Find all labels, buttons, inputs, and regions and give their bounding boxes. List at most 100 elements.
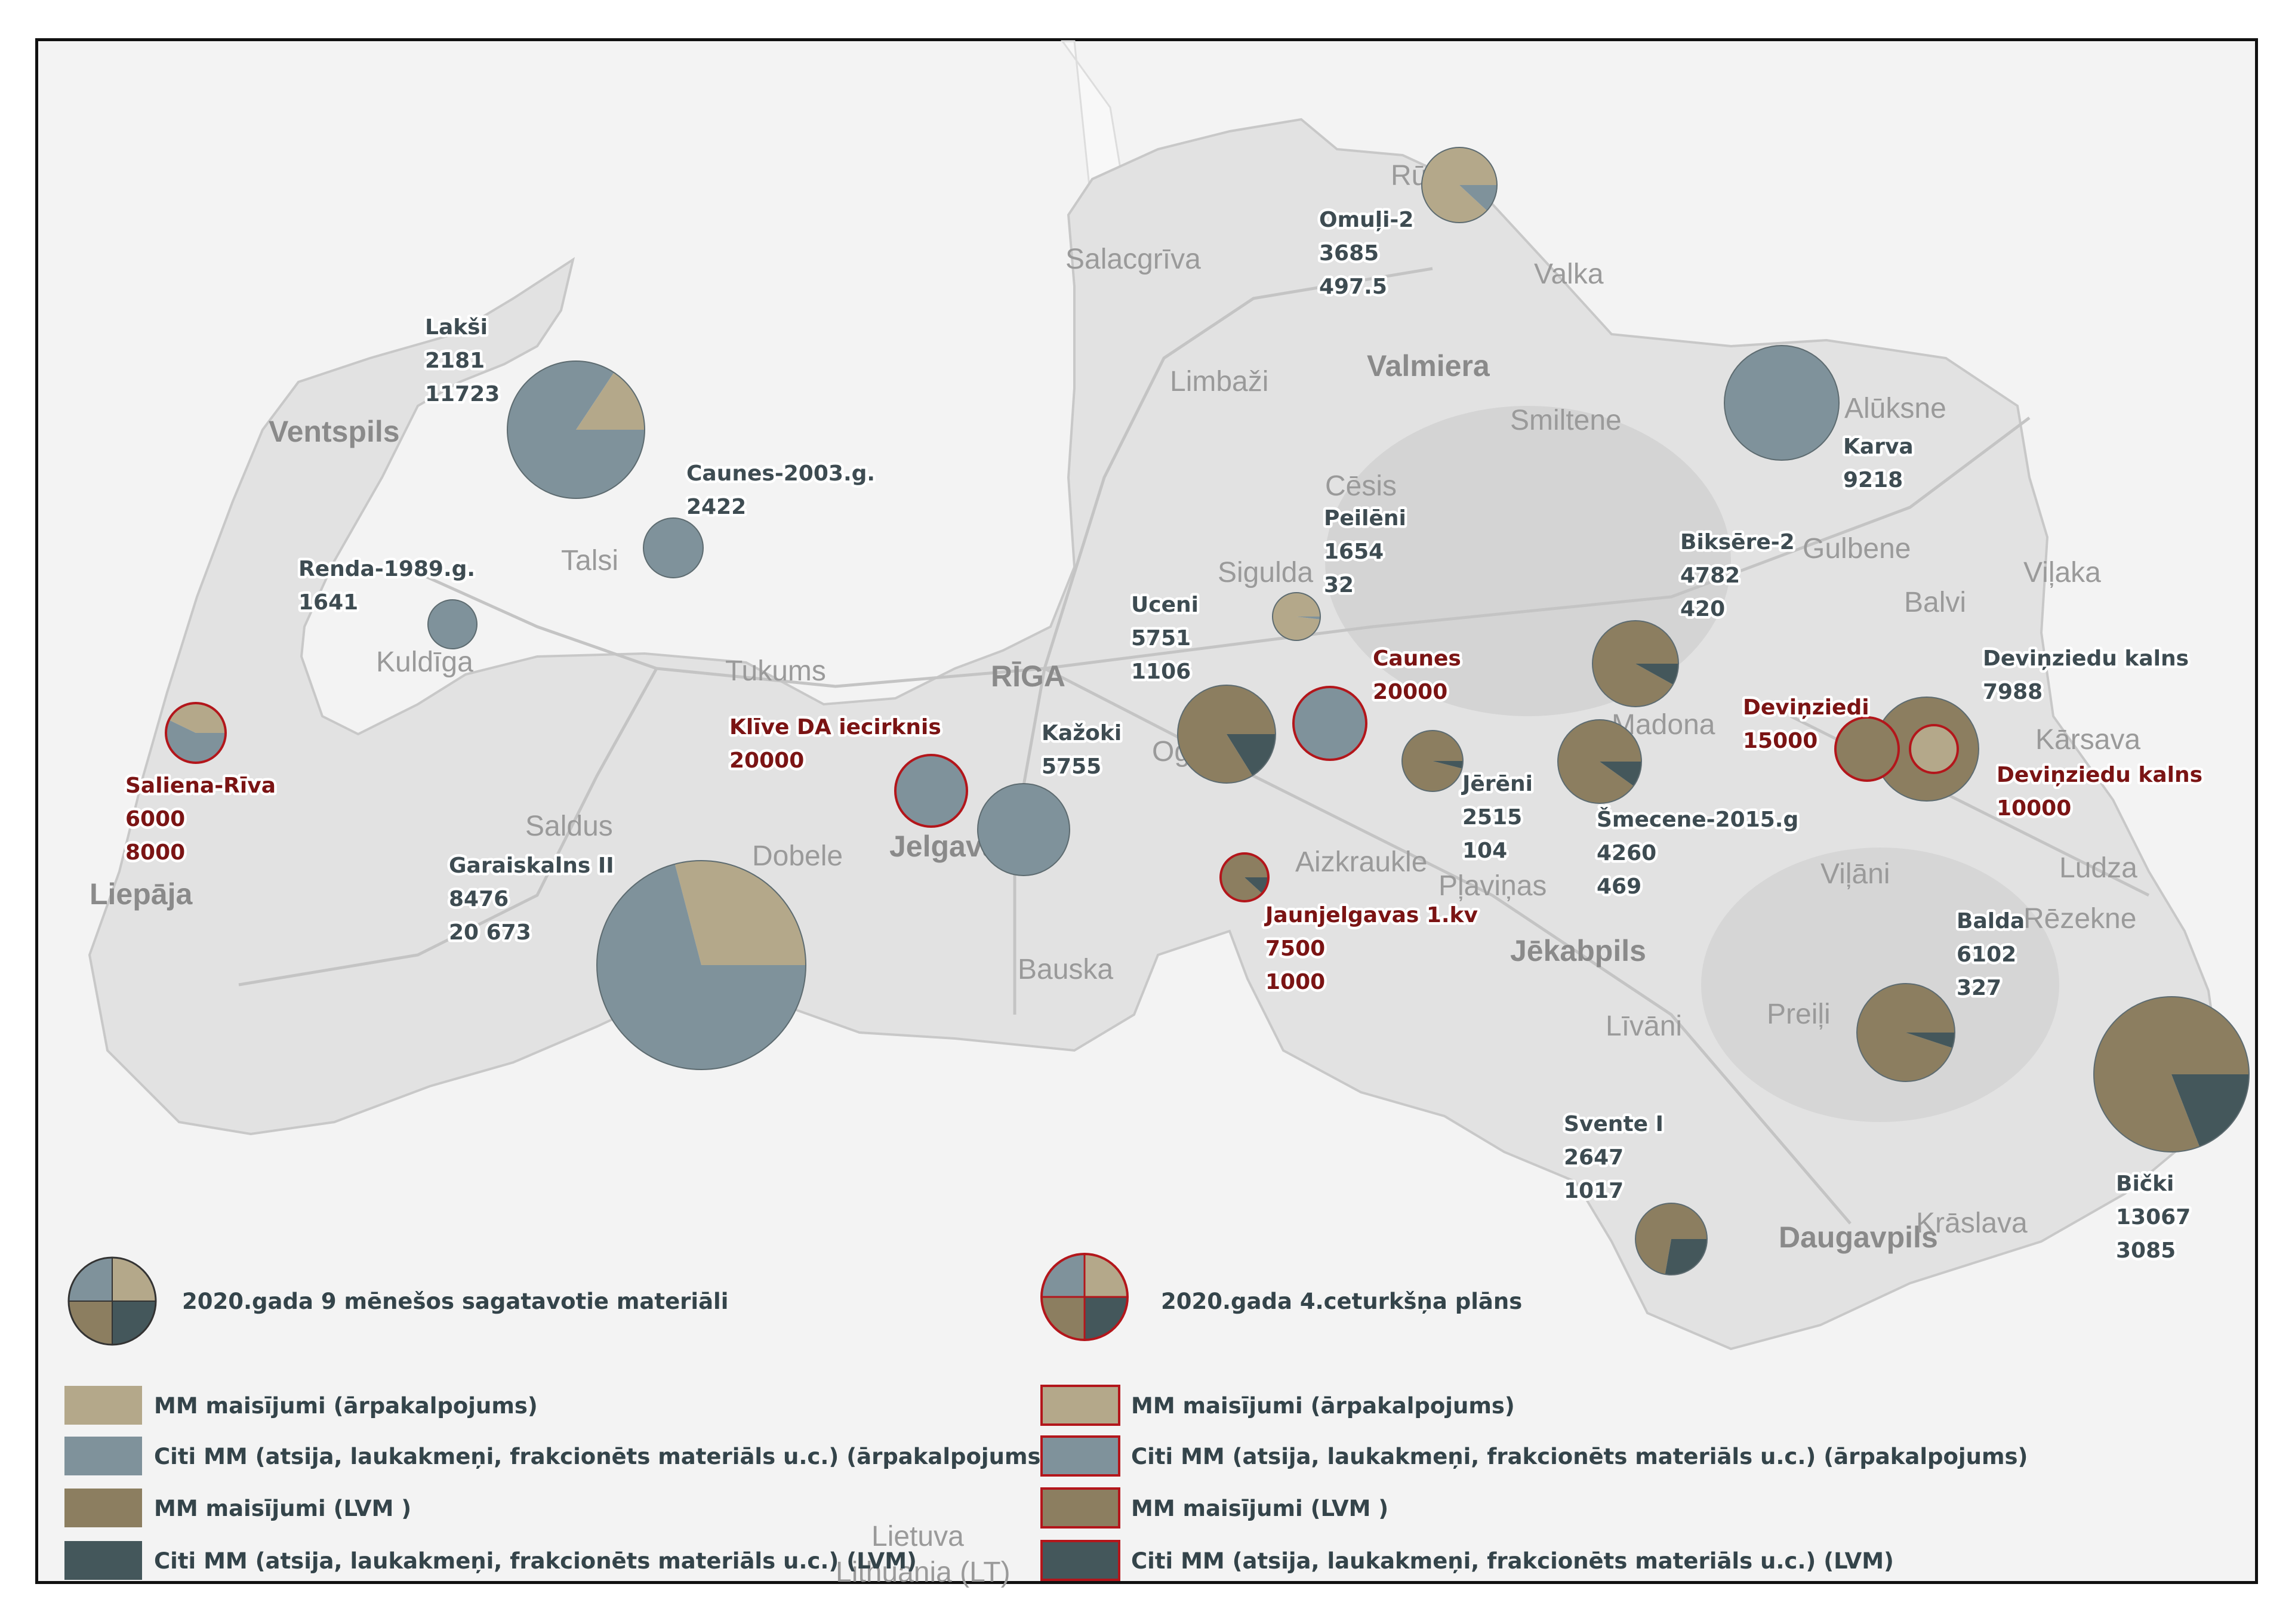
legend-plan-swatch-other-outsourced [1040, 1435, 1120, 1477]
city-label-bauska: Bauska [1018, 954, 1113, 985]
site-value: 2647 [1564, 1145, 1624, 1170]
pie-caunes-2003-g-2[interactable] [643, 517, 704, 578]
legend-plan-swatch-other-lvm [1040, 1540, 1120, 1581]
pie-jaunjelgavas-1-kv-11[interactable] [1219, 852, 1270, 902]
site-name: Jērēni [1461, 772, 1533, 796]
pie-outline [1856, 983, 1955, 1082]
pie-caunes-10[interactable] [1292, 686, 1367, 761]
city-label-riga: RĪGA [991, 660, 1065, 693]
pie-slice-other-outsourced [166, 720, 226, 763]
pie-biksere-2-13[interactable] [1592, 620, 1679, 707]
site-label-saliena-riva-4: Saliena-Rīva 6000 8000 [125, 774, 276, 865]
site-name: Šmecene-2015.g [1597, 807, 1798, 832]
pie-slice-other-outsourced [507, 361, 645, 498]
site-label-garaiskalns-ii-5: Garaiskalns II 8476 20 673 [449, 853, 614, 945]
pie-outline [427, 599, 478, 649]
pie-uceni-8[interactable] [1177, 685, 1276, 784]
pie-renda-1989-g-3[interactable] [427, 599, 478, 649]
site-name: Svente I [1564, 1112, 1664, 1136]
city-label-ludza: Ludza [2059, 852, 2137, 884]
site-label-balda-19: Balda 6102 327 [1957, 909, 2025, 1000]
site-value: 1641 [298, 590, 358, 615]
pie-slice-mm-lvm [1402, 731, 1463, 792]
pie-omuli-2-0[interactable] [1421, 147, 1498, 223]
pie-slice-mm-lvm [1558, 720, 1641, 804]
site-labels: Omuļi-2 3685 497.5 Lakši 2181 11723 Caunes-200… [123, 205, 2205, 1266]
pie-outline [2093, 996, 2250, 1152]
legend-actual-pie [67, 1256, 157, 1346]
site-value: 5755 [1042, 754, 1101, 779]
site-label-kazoki-7: Kažoki 5755 [1042, 721, 1122, 779]
city-label-valka: Valka [1534, 258, 1604, 290]
pie-slice-mm-outsourced [674, 861, 806, 965]
pie-svente-i-21[interactable] [1635, 1203, 1708, 1275]
site-name: Biksēre-2 [1680, 530, 1795, 554]
pie-balda-19[interactable] [1856, 983, 1955, 1082]
pie-outline [1909, 724, 1959, 774]
pie-outline [507, 360, 645, 499]
pie-slice-mm-outsourced [1273, 592, 1320, 640]
site-value: 104 [1462, 839, 1507, 863]
pie-jereni-12[interactable] [1401, 730, 1464, 792]
pie-saliena-riva-4[interactable] [165, 702, 227, 764]
legend: 2020.gada 9 mēnešos sagatavotie materiāl… [64, 1253, 2028, 1581]
pie-slice-other-outsourced [1459, 185, 1497, 211]
legend-plan-item-label: Citi MM (atsija, laukakmeņi, frakcionēts… [1131, 1444, 2028, 1469]
city-label-tukums: Tukums [725, 655, 826, 687]
pie-slice-mm-lvm [1856, 984, 1955, 1082]
pie-slice-other-outsourced [978, 784, 1070, 876]
site-name: Jaunjelgavas 1.kv [1264, 903, 1478, 927]
pie-slice-mm-outsourced [1421, 147, 1497, 223]
site-value: 2181 [425, 349, 485, 373]
site-value: 8476 [449, 887, 509, 911]
pie-klive-da-iecirknis-6[interactable] [894, 754, 968, 828]
pie-slice-other-outsourced [895, 755, 967, 827]
pie-smecene-2015-g-14[interactable] [1557, 719, 1642, 804]
site-value: 20000 [1373, 680, 1447, 704]
site-label-svente-i-21: Svente I 2647 1017 [1564, 1112, 1664, 1203]
pie-garaiskalns-ii-5[interactable] [596, 860, 806, 1070]
pie-outline [1421, 147, 1498, 223]
pie-outline [165, 702, 227, 764]
city-label-gulbene: Gulbene [1803, 533, 1911, 565]
site-label-devinziedu-kalns-16: Deviņziedu kalns 7988 [1983, 646, 2189, 704]
site-value: 497.5 [1319, 275, 1387, 299]
pie-kazoki-7[interactable] [977, 783, 1070, 876]
pie-karva-15[interactable] [1724, 345, 1840, 461]
site-value: 1000 [1265, 970, 1325, 994]
pie-slice-other-outsourced [1293, 687, 1366, 760]
pie-devinziedu-kalns-18[interactable] [1909, 724, 1959, 774]
city-label-daugavpils: Daugavpils [1779, 1221, 1938, 1254]
pie-peileni-9[interactable] [1272, 592, 1321, 641]
city-label-dobele: Dobele [752, 840, 843, 872]
pie-slice-other-lvm [1906, 1033, 1955, 1048]
pie-laksi-1[interactable] [507, 360, 645, 499]
site-value: 20000 [729, 748, 804, 773]
city-label-saldus: Saldus [525, 811, 613, 842]
site-value: 13067 [2116, 1205, 2191, 1229]
legend-plan-swatch-mm-outsourced [1040, 1385, 1120, 1426]
site-label-caunes-2003-g-2: Caunes-2003.g. 2422 [686, 461, 875, 519]
pie-slice-other-outsourced [428, 600, 477, 649]
pie-slice-other-lvm [1600, 762, 1641, 786]
site-name: Saliena-Rīva [125, 774, 276, 798]
city-label-ventspils: Ventspils [269, 415, 400, 448]
site-label-biksere-2-13: Biksēre-2 4782 420 [1680, 530, 1795, 621]
pie-slice-mm-outsourced [576, 372, 645, 430]
pie-outline [1635, 1203, 1708, 1275]
site-value: 15000 [1743, 729, 1817, 753]
site-value: 3685 [1319, 241, 1379, 266]
city-label-lithuania-lt: Lithuania (LT) [836, 1557, 1011, 1588]
pie-slice-other-lvm [1433, 761, 1463, 769]
site-name: Omuļi-2 [1319, 208, 1413, 232]
pie-bicki-20[interactable] [2093, 996, 2250, 1152]
legend-actual-title: 2020.gada 9 mēnešos sagatavotie materiāl… [182, 1289, 728, 1314]
city-label-balvi: Balvi [1904, 587, 1966, 618]
city-label-karsava: Kārsava [2035, 724, 2140, 756]
site-value: 6102 [1957, 942, 2016, 967]
pie-devinziedi-17[interactable] [1834, 716, 1900, 782]
site-value: 10000 [1997, 796, 2071, 821]
site-value: 32 [1324, 573, 1354, 597]
latvia-landmass [88, 118, 2222, 1351]
